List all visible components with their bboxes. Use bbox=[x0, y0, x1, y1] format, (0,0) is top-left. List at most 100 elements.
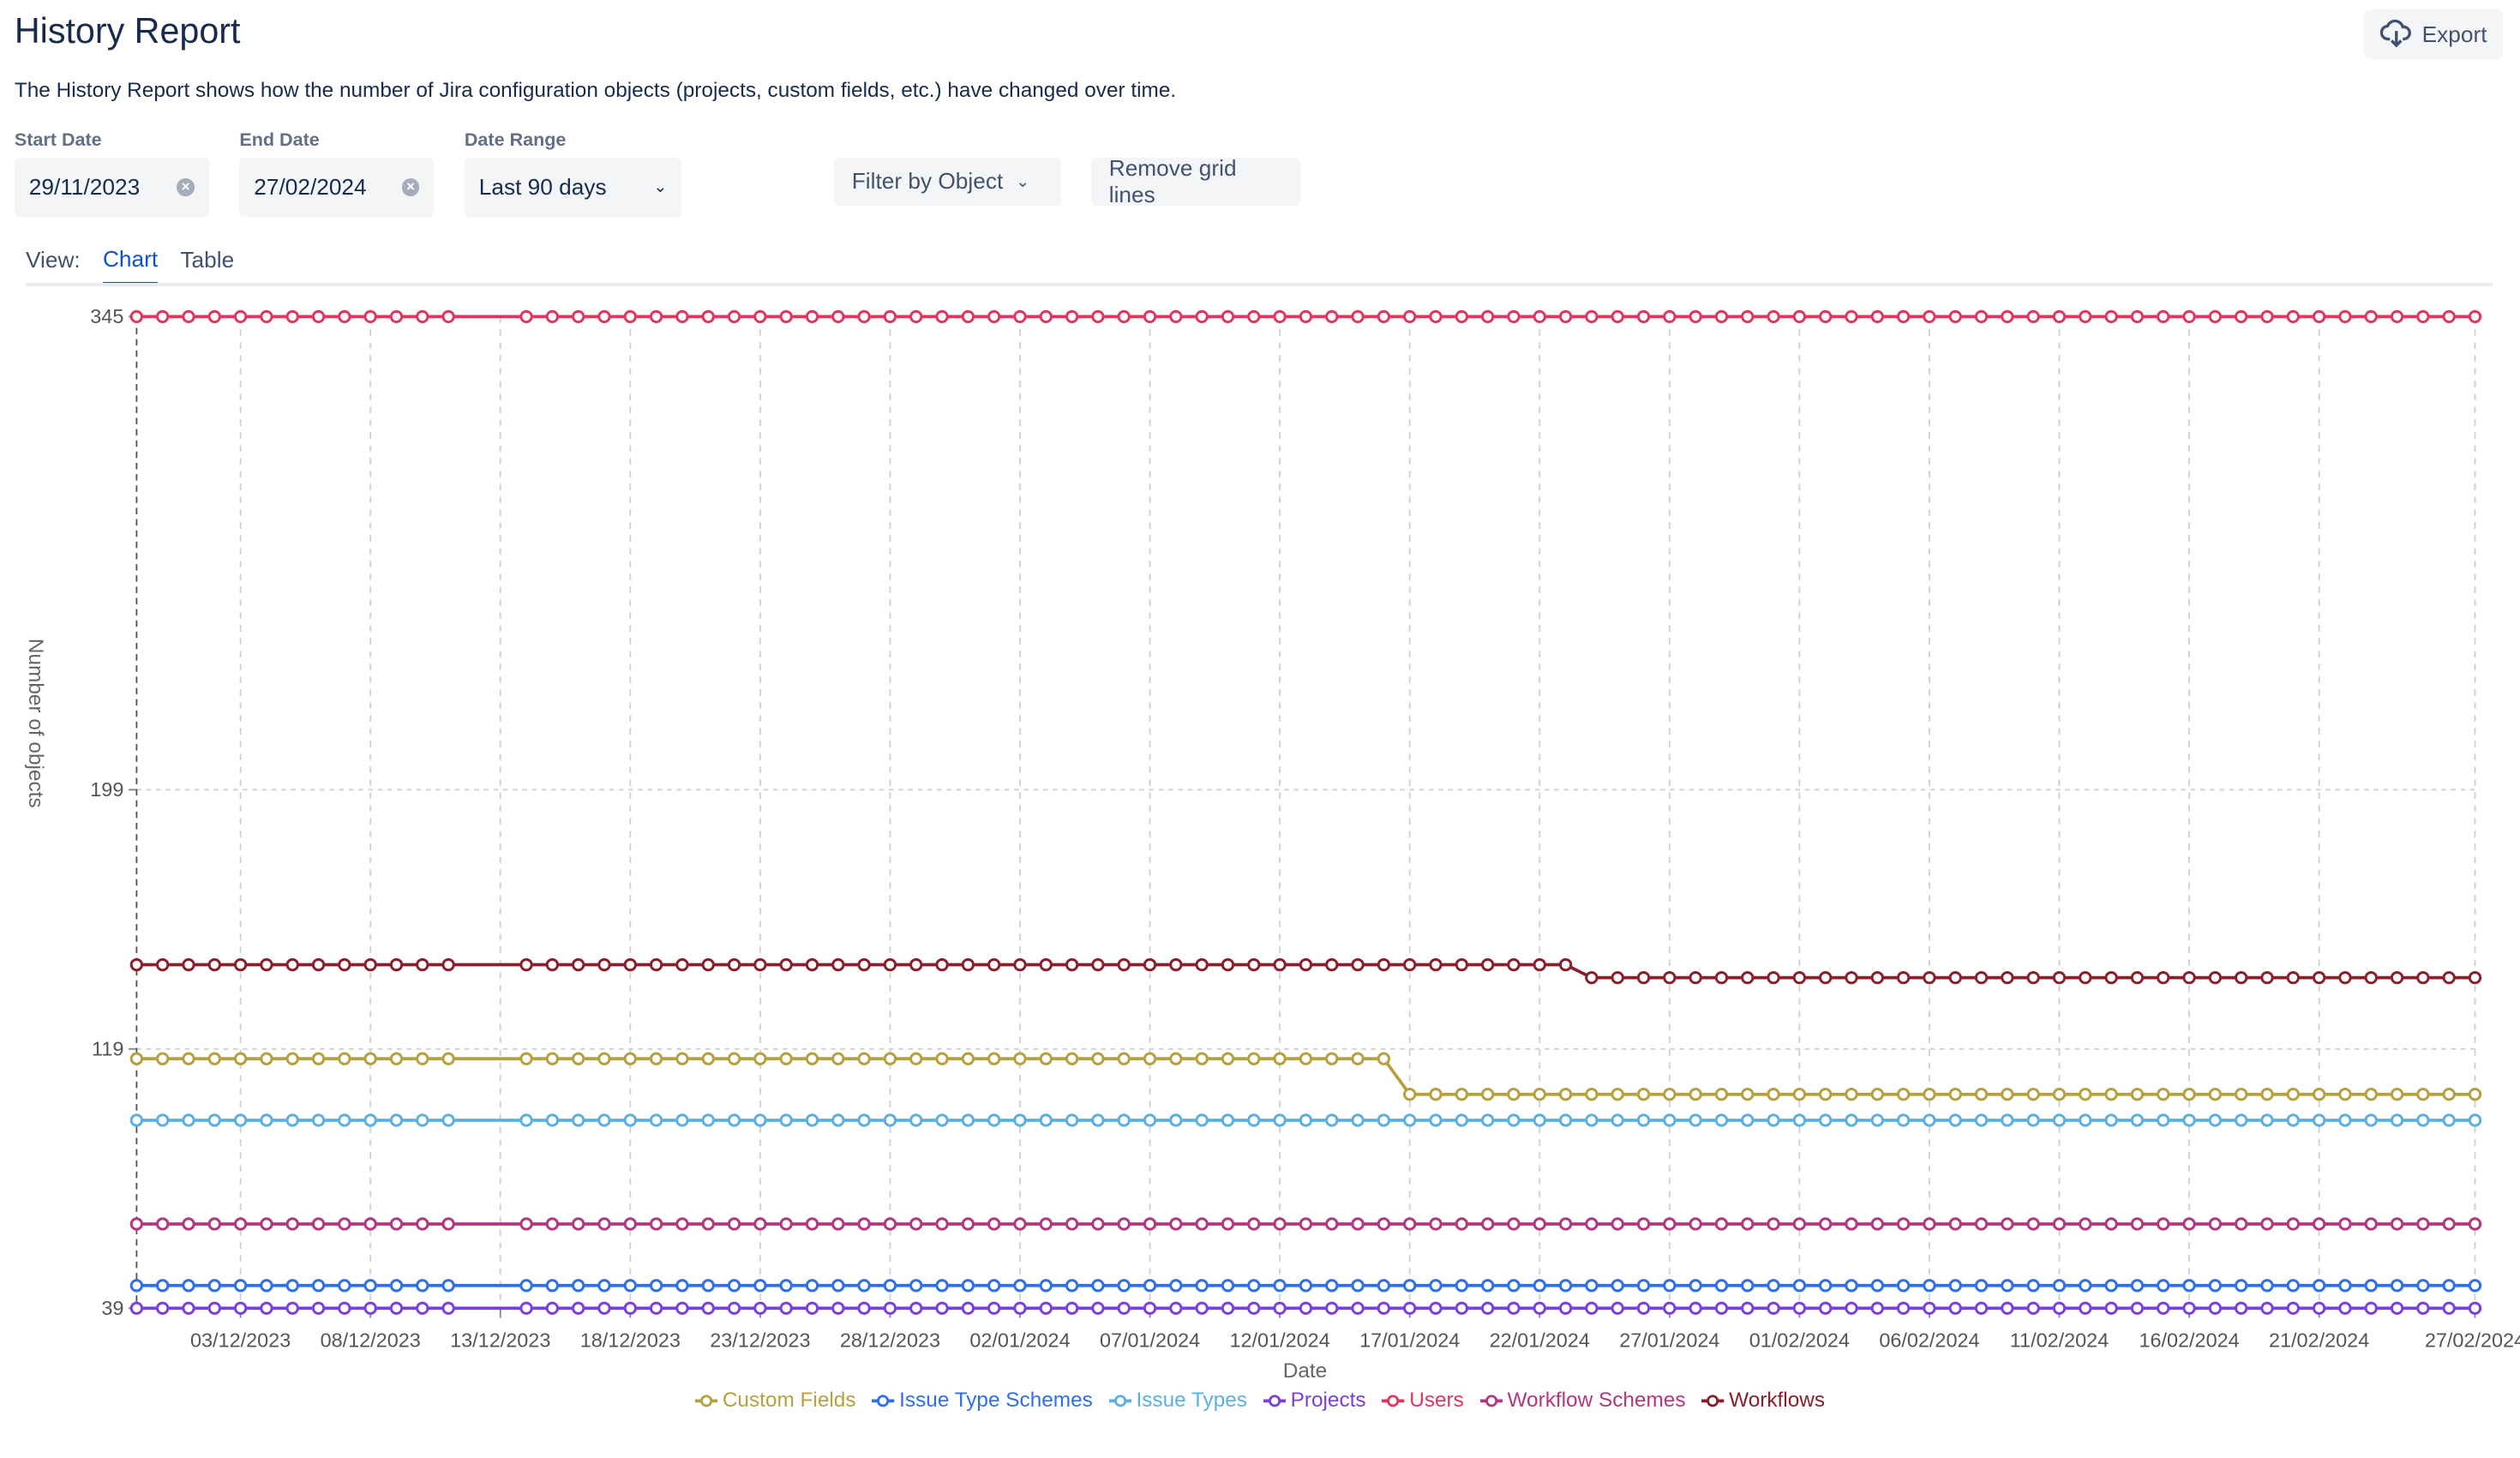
date-range-select[interactable]: Last 90 days ⌄ bbox=[464, 157, 681, 218]
data-point bbox=[2001, 970, 2014, 985]
data-point bbox=[2182, 1088, 2196, 1101]
data-point bbox=[675, 1301, 689, 1315]
data-point bbox=[1818, 1301, 1833, 1315]
legend-item[interactable]: Workflow Schemes bbox=[1479, 1389, 1686, 1413]
data-point bbox=[727, 1113, 741, 1127]
data-point bbox=[1403, 1217, 1417, 1231]
clear-icon[interactable]: × bbox=[401, 178, 420, 196]
data-point bbox=[1923, 1217, 1936, 1231]
data-point bbox=[1039, 1301, 1053, 1315]
data-point bbox=[233, 1052, 248, 1065]
data-point bbox=[1429, 1217, 1443, 1231]
data-point bbox=[2390, 1301, 2404, 1315]
data-point bbox=[1792, 309, 1807, 324]
filter-by-object-button[interactable]: Filter by Object ⌄ bbox=[834, 157, 1061, 206]
data-point bbox=[1845, 1113, 1858, 1127]
legend-item[interactable]: Issue Type Schemes bbox=[872, 1389, 1093, 1413]
data-point bbox=[545, 1052, 560, 1065]
data-point bbox=[1065, 1301, 1079, 1315]
data-point bbox=[753, 309, 767, 324]
data-point bbox=[2026, 309, 2040, 324]
start-date-field[interactable]: 29/11/2023 × bbox=[14, 157, 209, 218]
data-point bbox=[572, 1052, 585, 1065]
data-point bbox=[1792, 1279, 1807, 1293]
data-point bbox=[1507, 1088, 1521, 1101]
data-point bbox=[182, 1301, 195, 1315]
data-point bbox=[1714, 970, 1729, 985]
legend-item[interactable]: Users bbox=[1382, 1389, 1464, 1413]
data-point bbox=[1870, 1279, 1884, 1293]
data-point bbox=[1636, 1217, 1651, 1231]
data-point bbox=[883, 1113, 897, 1127]
data-point bbox=[519, 1217, 533, 1231]
data-point bbox=[2286, 1088, 2300, 1101]
legend-item[interactable]: Issue Types bbox=[1108, 1389, 1247, 1413]
data-point bbox=[2312, 970, 2326, 985]
data-point bbox=[1948, 1217, 1962, 1231]
remove-grid-lines-button[interactable]: Remove grid lines bbox=[1091, 155, 1300, 207]
data-point bbox=[260, 957, 273, 972]
data-point bbox=[597, 1217, 611, 1231]
legend-item[interactable]: Workflows bbox=[1701, 1389, 1825, 1413]
end-date-field[interactable]: 27/02/2024 × bbox=[239, 157, 435, 218]
data-point bbox=[649, 309, 663, 324]
legend-item[interactable]: Projects bbox=[1263, 1389, 1366, 1413]
data-point bbox=[883, 957, 897, 972]
data-point bbox=[155, 1052, 170, 1065]
data-point bbox=[2182, 1301, 2196, 1315]
legend-label: Issue Types bbox=[1136, 1389, 1247, 1412]
data-point bbox=[2286, 1301, 2300, 1315]
data-point bbox=[2052, 1113, 2067, 1127]
legend-item[interactable]: Custom Fields bbox=[694, 1389, 856, 1413]
data-point bbox=[2001, 1088, 2014, 1101]
data-point bbox=[597, 309, 611, 324]
data-point bbox=[519, 1113, 533, 1127]
data-point bbox=[1039, 1113, 1053, 1127]
data-point bbox=[1741, 1217, 1755, 1231]
data-point bbox=[1923, 309, 1936, 324]
y-tick-label: 345 bbox=[90, 305, 123, 327]
data-point bbox=[857, 1217, 871, 1231]
data-point bbox=[1169, 1113, 1183, 1127]
data-point bbox=[1845, 1217, 1858, 1231]
data-point bbox=[1143, 309, 1157, 324]
data-point bbox=[701, 1217, 715, 1231]
x-tick-label: 07/01/2024 bbox=[1100, 1329, 1200, 1351]
data-point bbox=[2442, 1301, 2456, 1315]
data-point bbox=[779, 1217, 793, 1231]
data-point bbox=[1896, 1279, 1911, 1293]
data-point bbox=[1221, 1052, 1235, 1065]
data-point bbox=[1247, 1052, 1261, 1065]
tab-table[interactable]: Table bbox=[180, 247, 235, 273]
data-point bbox=[2338, 1301, 2352, 1315]
data-point bbox=[2104, 1217, 2118, 1231]
data-point bbox=[2234, 1088, 2248, 1101]
data-point bbox=[1065, 957, 1079, 972]
data-point bbox=[389, 1279, 404, 1293]
chart-legend: Custom Fields Issue Type Schemes Issue Typ… bbox=[0, 1389, 2520, 1413]
y-tick-label: 119 bbox=[92, 1037, 123, 1059]
data-point bbox=[675, 1217, 689, 1231]
data-point bbox=[779, 309, 793, 324]
y-tick-label: 39 bbox=[101, 1297, 123, 1319]
data-point bbox=[2182, 1113, 2196, 1127]
data-point bbox=[1221, 1279, 1235, 1293]
clear-icon[interactable]: × bbox=[177, 178, 195, 196]
data-point bbox=[260, 1052, 273, 1065]
data-point bbox=[2416, 1301, 2430, 1315]
data-point bbox=[1117, 1301, 1131, 1315]
data-point bbox=[727, 1217, 741, 1231]
tab-chart[interactable]: Chart bbox=[102, 246, 159, 285]
data-point bbox=[2026, 1217, 2040, 1231]
data-point bbox=[857, 1279, 871, 1293]
data-point bbox=[1195, 1279, 1209, 1293]
data-point bbox=[2001, 1217, 2014, 1231]
data-point bbox=[260, 1113, 273, 1127]
data-point bbox=[233, 1301, 248, 1315]
data-point bbox=[961, 1279, 975, 1293]
data-point bbox=[1429, 1113, 1443, 1127]
export-button[interactable]: Export bbox=[2364, 9, 2504, 60]
data-point bbox=[909, 1279, 923, 1293]
data-point bbox=[1455, 1088, 1469, 1101]
